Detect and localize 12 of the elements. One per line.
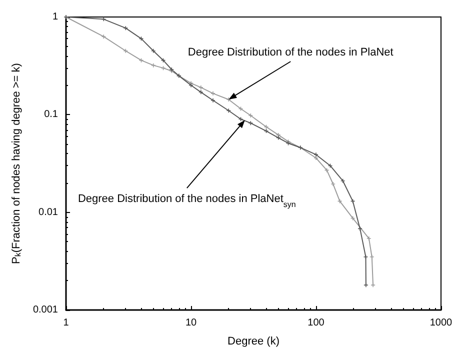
y-tick-label: 0.1 bbox=[44, 109, 58, 120]
y-axis-title: Pk(Fraction of nodes having degree >= k) bbox=[10, 63, 22, 264]
annotation: Degree Distribution of the nodes in PlaNet bbox=[188, 46, 394, 58]
y-tick-label: 1 bbox=[52, 12, 58, 22]
x-tick-label: 1000 bbox=[430, 318, 453, 328]
y-tick-label: 0.01 bbox=[38, 206, 58, 218]
y-tick-label: 0.001 bbox=[32, 304, 58, 316]
x-axis-title: Degree (k) bbox=[228, 336, 280, 348]
x-tick-label: 1 bbox=[63, 318, 70, 328]
x-tick-label: 100 bbox=[308, 318, 325, 328]
annotation: Degree Distribution of the nodes in PlaNet$_{syn}$ bbox=[78, 193, 296, 209]
x-tick-label: 10 bbox=[185, 318, 197, 328]
